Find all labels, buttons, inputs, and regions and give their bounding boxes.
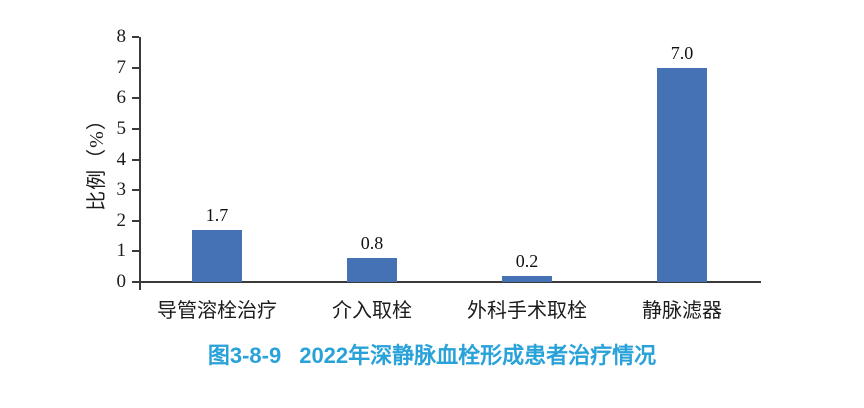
y-tick-mark — [132, 189, 139, 192]
y-tick-label: 2 — [116, 209, 127, 231]
y-tick-mark — [132, 219, 139, 222]
figure-caption: 图3-8-9 2022年深静脉血栓形成患者治疗情况 — [0, 342, 864, 370]
value-label: 1.7 — [205, 204, 229, 225]
bar-静脉滤器 — [657, 67, 707, 282]
value-label: 0.8 — [360, 232, 384, 253]
y-tick-label: 0 — [116, 271, 127, 292]
category-label: 导管溶栓治疗 — [157, 300, 277, 322]
figure-number: 图3-8-9 — [207, 343, 282, 368]
value-label: 0.2 — [515, 250, 539, 271]
y-tick-mark — [132, 97, 139, 100]
y-tick-label: 8 — [116, 26, 127, 47]
y-tick-label: 5 — [116, 117, 127, 139]
value-label: 7.0 — [670, 42, 694, 63]
y-tick-label: 3 — [116, 179, 127, 201]
bar-外科手术取栓 — [502, 275, 552, 282]
y-tick-mark — [132, 127, 139, 130]
y-tick-mark — [132, 158, 139, 161]
category-label: 介入取栓 — [332, 300, 412, 322]
figure-title: 2022年深静脉血栓形成患者治疗情况 — [299, 343, 657, 368]
category-label: 外科手术取栓 — [467, 300, 587, 322]
y-tick-mark — [132, 66, 139, 69]
y-tick-label: 1 — [116, 240, 127, 262]
y-tick-mark — [132, 36, 139, 38]
y-tick-label: 7 — [116, 56, 127, 78]
bar-导管溶栓治疗 — [192, 229, 242, 282]
y-tick-label: 6 — [116, 87, 127, 109]
category-label: 静脉滤器 — [642, 300, 722, 322]
y-tick-mark — [132, 250, 139, 253]
bar-介入取栓 — [347, 257, 397, 282]
y-tick-label: 4 — [116, 148, 127, 170]
x-axis-line — [132, 281, 761, 283]
y-axis-line — [139, 37, 141, 290]
